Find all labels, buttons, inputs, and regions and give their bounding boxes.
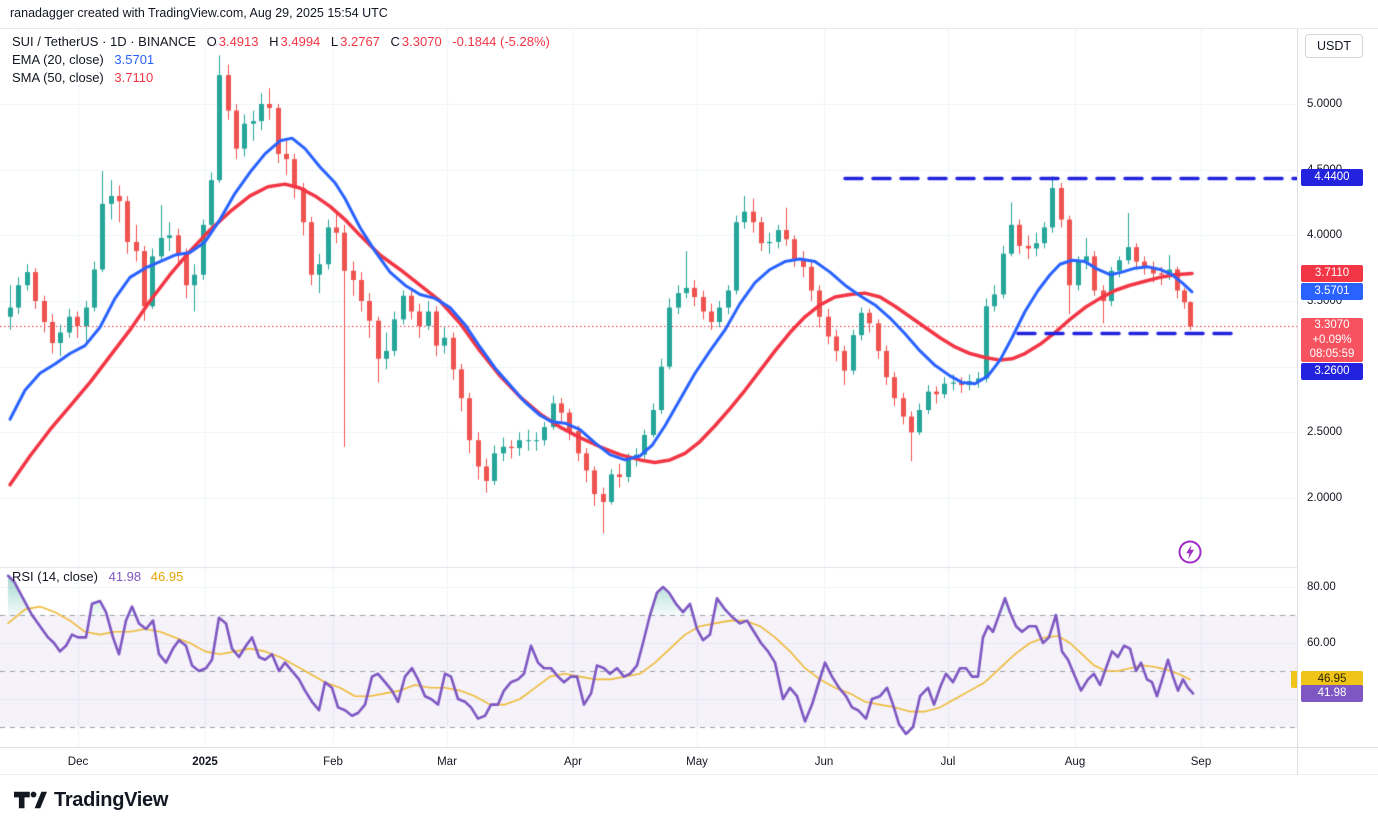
support-price-badge[interactable]: 3.2600 xyxy=(1301,363,1363,381)
rsi-value-badge[interactable]: 41.98 xyxy=(1301,684,1363,702)
support-price-text: 3.2600 xyxy=(1314,365,1350,378)
rsi-ma-value-badge[interactable]: 46.95 xyxy=(1301,671,1363,689)
time-axis-corner xyxy=(1297,748,1378,776)
low-value: 3.2767 xyxy=(340,34,380,49)
time-tick: Sep xyxy=(1190,756,1212,768)
price-tick: 2.5000 xyxy=(1307,426,1343,439)
ema-legend-row[interactable]: EMA (20, close) 3.5701 xyxy=(12,51,550,68)
open-value: 3.4913 xyxy=(218,34,259,49)
price-rsi-chart-canvas[interactable] xyxy=(0,29,1297,748)
sma-value: 3.7110 xyxy=(114,70,154,85)
last-price-badge[interactable]: 3.3070 +0.09% 08:05:59 xyxy=(1301,318,1363,362)
tradingview-logo-text: TradingView xyxy=(54,788,169,811)
sma-label: SMA (50, close) xyxy=(12,70,104,85)
resistance-price-badge[interactable]: 4.4400 xyxy=(1301,169,1363,187)
high-label: H xyxy=(269,34,279,49)
low-label: L xyxy=(330,34,339,49)
watermark-attribution: ranadagger created with TradingView.com,… xyxy=(10,6,388,20)
ema-label: EMA (20, close) xyxy=(12,52,104,67)
currency-button[interactable]: USDT xyxy=(1305,34,1363,58)
rsi-label: RSI (14, close) xyxy=(12,569,98,584)
rsi-ma-value-text: 46.95 xyxy=(1317,673,1347,686)
sma-price-text: 3.7110 xyxy=(1314,266,1350,279)
sma-price-badge[interactable]: 3.7110 xyxy=(1301,264,1363,282)
price-tick: 4.0000 xyxy=(1307,229,1343,242)
open-label: O xyxy=(206,34,217,49)
last-price-change-text: +0.09% xyxy=(1312,333,1352,346)
sma-legend-row[interactable]: SMA (50, close) 3.7110 xyxy=(12,69,550,86)
time-tick: Jul xyxy=(940,756,956,768)
time-tick: May xyxy=(686,756,708,768)
tradingview-logo-icon xyxy=(14,791,47,809)
rsi-tick: 60.00 xyxy=(1307,637,1336,649)
rsi-value: 41.98 xyxy=(108,569,142,584)
ema-price-badge[interactable]: 3.5701 xyxy=(1301,283,1363,301)
last-price-text: 3.3070 xyxy=(1314,319,1350,332)
rsi-tick: 80.00 xyxy=(1307,581,1336,593)
time-tick: Mar xyxy=(437,756,457,768)
price-axis[interactable]: USDT 5.00004.50004.00003.50002.50002.000… xyxy=(1297,29,1378,748)
ema-value: 3.5701 xyxy=(114,52,155,67)
rsi-legend-row[interactable]: RSI (14, close) 41.98 46.95 xyxy=(12,569,183,584)
time-axis[interactable]: Dec 2025 Feb Mar Apr May Jun Jul Aug Sep xyxy=(0,748,1297,776)
time-tick: Aug xyxy=(1064,756,1086,768)
flash-icon[interactable] xyxy=(1177,539,1203,565)
high-value: 3.4994 xyxy=(280,34,321,49)
resistance-price-text: 4.4400 xyxy=(1314,171,1350,184)
price-tick: 2.0000 xyxy=(1307,491,1343,504)
price-tick: 5.0000 xyxy=(1307,98,1343,110)
tradingview-logo[interactable]: TradingView xyxy=(14,788,168,812)
rsi-value-text: 41.98 xyxy=(1317,686,1347,699)
time-tick: Jun xyxy=(814,756,834,768)
bar-countdown-text: 08:05:59 xyxy=(1309,348,1355,361)
time-tick: Dec xyxy=(67,756,89,768)
time-tick: Apr xyxy=(564,756,582,768)
ema-price-text: 3.5701 xyxy=(1314,285,1350,298)
time-tick: 2025 xyxy=(192,756,218,768)
change-value: -0.1844 (-5.28%) xyxy=(452,34,550,49)
time-axis-row: Dec 2025 Feb Mar Apr May Jun Jul Aug Sep xyxy=(0,747,1378,776)
rsi-ma-value: 46.95 xyxy=(150,569,184,584)
close-value: 3.3070 xyxy=(401,34,442,49)
close-label: C xyxy=(390,34,400,49)
symbol-title: SUI / TetherUS · 1D · BINANCE xyxy=(12,34,196,49)
time-tick: Feb xyxy=(323,756,343,768)
footer: TradingView xyxy=(0,775,1378,833)
